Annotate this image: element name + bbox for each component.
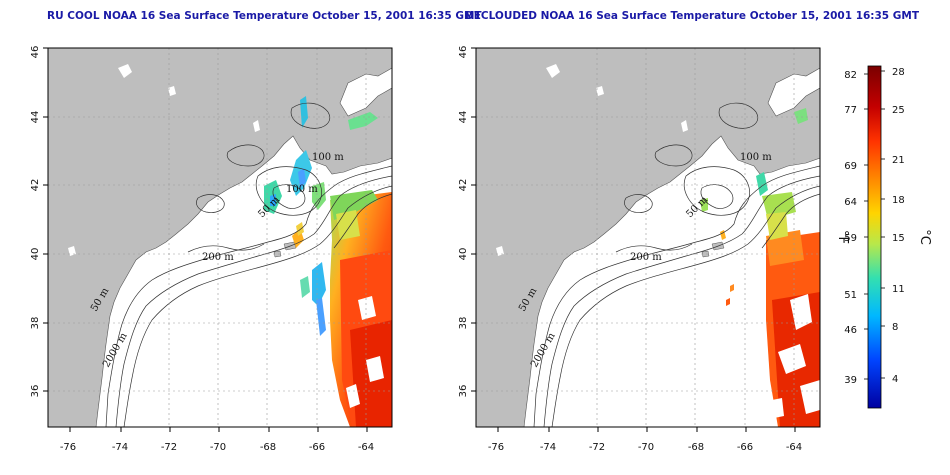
colorbar-gradient (867, 65, 882, 409)
x-tick-label: -64 (786, 442, 802, 453)
colorbar-c-label: 28 (892, 67, 905, 78)
colorbar-unit-fahrenheit: °F (835, 230, 850, 244)
left-panel-title: RU COOL NOAA 16 Sea Surface Temperature … (47, 10, 482, 22)
x-tick-label: -72 (161, 442, 177, 453)
colorbar: 82 77 69 64 59 51 46 39 28 25 21 18 15 1… (835, 65, 932, 409)
x-tick-label: -76 (488, 442, 504, 453)
y-tick-label: 38 (30, 317, 41, 330)
x-tick-label: -64 (358, 442, 374, 453)
right-sst-field (700, 108, 820, 427)
contour-label: 200 m (202, 252, 234, 263)
y-tick-label: 40 (30, 248, 41, 261)
colorbar-f-label: 46 (844, 325, 857, 336)
y-tick-label: 44 (458, 111, 469, 124)
right-y-axis: 36 38 40 42 44 46 (458, 46, 469, 398)
colorbar-unit-celsius: °C (917, 229, 932, 245)
colorbar-c-label: 11 (892, 284, 905, 295)
left-sst-field (264, 96, 392, 427)
colorbar-c-label: 15 (892, 233, 905, 244)
colorbar-f-label: 64 (844, 197, 857, 208)
y-tick-label: 46 (30, 46, 41, 59)
colorbar-f-label: 77 (844, 105, 857, 116)
colorbar-f-label: 82 (844, 70, 857, 81)
y-tick-label: 40 (458, 248, 469, 261)
colorbar-f-label: 59 (844, 233, 857, 244)
contour-label: 100 m (740, 152, 772, 163)
colorbar-c-label: 21 (892, 155, 905, 166)
x-tick-label: -68 (260, 442, 276, 453)
right-panel-title: DECLOUDED NOAA 16 Sea Surface Temperatur… (465, 10, 920, 22)
y-tick-label: 36 (458, 385, 469, 398)
y-tick-label: 42 (30, 179, 41, 192)
colorbar-c-label: 25 (892, 105, 905, 116)
contour-label: 100 m (312, 152, 344, 163)
colorbar-f-label: 39 (844, 375, 857, 386)
x-tick-label: -72 (589, 442, 605, 453)
y-tick-label: 42 (458, 179, 469, 192)
y-tick-label: 38 (458, 317, 469, 330)
y-tick-label: 46 (458, 46, 469, 59)
right-x-axis: -76 -74 -72 -70 -68 -66 -64 (488, 442, 802, 453)
x-tick-label: -68 (688, 442, 704, 453)
x-tick-label: -70 (210, 442, 226, 453)
left-map-panel: 100 m 100 m 50 m 200 m 50 m 2000 m -76 -… (30, 46, 393, 453)
x-tick-label: -74 (112, 442, 128, 453)
contour-label: 200 m (630, 252, 662, 263)
x-tick-label: -74 (540, 442, 556, 453)
y-tick-label: 36 (30, 385, 41, 398)
colorbar-c-label: 4 (892, 374, 898, 385)
colorbar-c-label: 8 (892, 322, 898, 333)
colorbar-c-label: 18 (892, 195, 905, 206)
x-tick-label: -70 (638, 442, 654, 453)
colorbar-f-label: 69 (844, 161, 857, 172)
right-map-frame (475, 47, 821, 428)
x-tick-label: -66 (309, 442, 325, 453)
contour-label: 100 m (286, 184, 318, 195)
left-map-frame (47, 47, 393, 428)
right-map-panel: 100 m 50 m 200 m 50 m 2000 m -76 -74 -72… (458, 46, 821, 453)
x-tick-label: -76 (60, 442, 76, 453)
left-y-axis: 36 38 40 42 44 46 (30, 46, 41, 398)
colorbar-f-label: 51 (844, 290, 857, 301)
y-tick-label: 44 (30, 111, 41, 124)
x-tick-label: -66 (737, 442, 753, 453)
left-x-axis: -76 -74 -72 -70 -68 -66 -64 (60, 442, 374, 453)
